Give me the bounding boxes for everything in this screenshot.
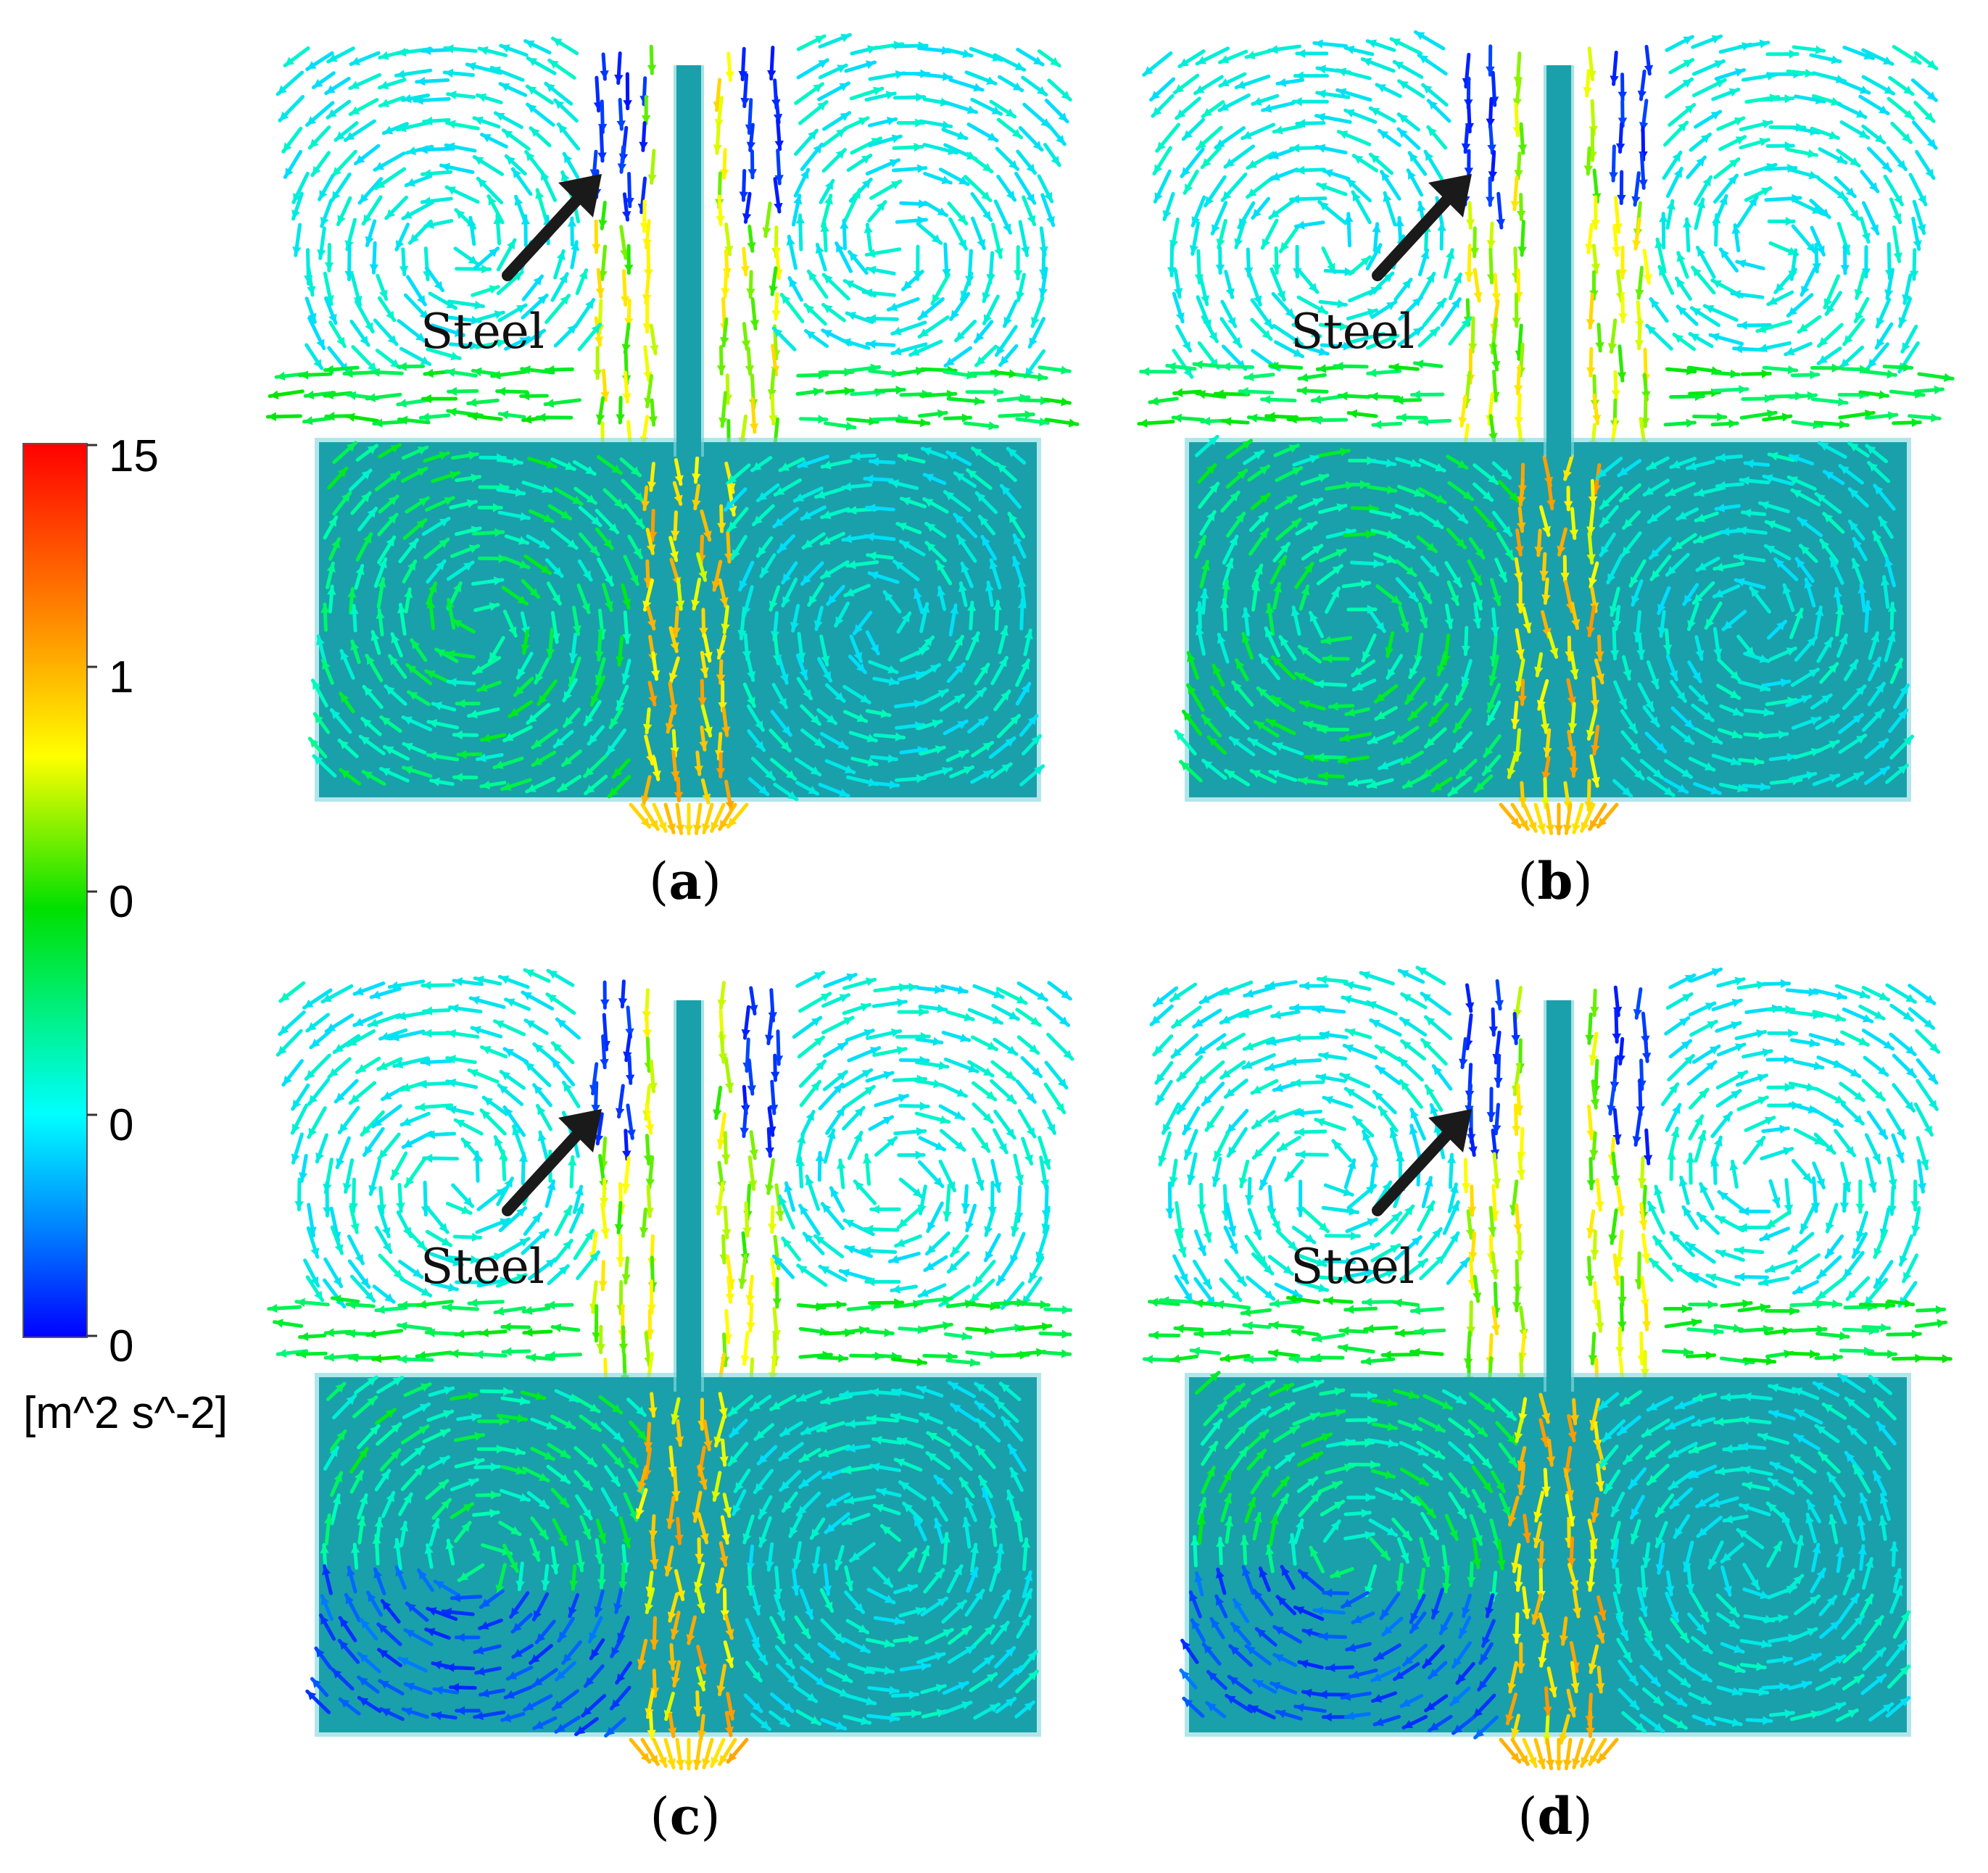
colorbar: 15 1 0 0 0 [m^2 s^-2] [22,431,228,1438]
panel-c: Steel (c) [267,968,1074,1846]
panel-caption: (a) [649,851,721,911]
jet-column [674,1000,704,1392]
outflow-vectors [1499,1737,1619,1771]
steel-region [1185,1373,1911,1737]
panel-b: Steel (b) [1137,30,1955,911]
steel-pointer-arrow [502,174,602,281]
outflow-vectors [629,1737,749,1771]
outflow-vectors [629,802,749,836]
panel-d: Steel (d) [1142,965,1952,1846]
colorbar-unit-label: [m^2 s^-2] [23,1388,228,1438]
panel-caption: (c) [650,1786,720,1846]
steel-label: Steel [421,1239,544,1295]
steel-pointer-arrow [1372,1109,1472,1216]
jet-column [674,65,704,457]
steel-velocity-vectors [1179,1371,1911,1745]
velocity-vectors [1142,965,1952,1395]
steel-velocity-vectors [1174,434,1915,813]
steel-label: Steel [1291,1239,1415,1295]
velocity-vectors [1137,30,1955,457]
colorbar-tick-label: 0 [109,1100,133,1150]
colorbar-ticks [87,444,97,1337]
outflow-vectors [1499,802,1619,836]
panel-caption: (b) [1517,851,1593,911]
velocity-vectors [265,33,1080,456]
steel-pointer-arrow [502,1109,602,1216]
steel-velocity-vectors [307,441,1045,812]
colorbar-tick-label: 0 [109,1321,133,1371]
colorbar-tick-label: 0 [109,877,133,927]
steel-velocity-vectors [305,1375,1040,1741]
steel-pointer-arrow [1372,174,1472,281]
colorbar-tick-label: 15 [109,431,159,481]
jet-column [1544,65,1574,457]
steel-label: Steel [421,304,544,360]
jet-column [1544,1000,1574,1392]
steel-label: Steel [1291,304,1415,360]
colorbar-bar [22,443,88,1338]
panel-a: Steel (a) [265,33,1080,911]
colorbar-tick-label: 1 [109,652,133,702]
velocity-vectors [267,968,1074,1393]
panel-caption: (d) [1517,1786,1593,1846]
